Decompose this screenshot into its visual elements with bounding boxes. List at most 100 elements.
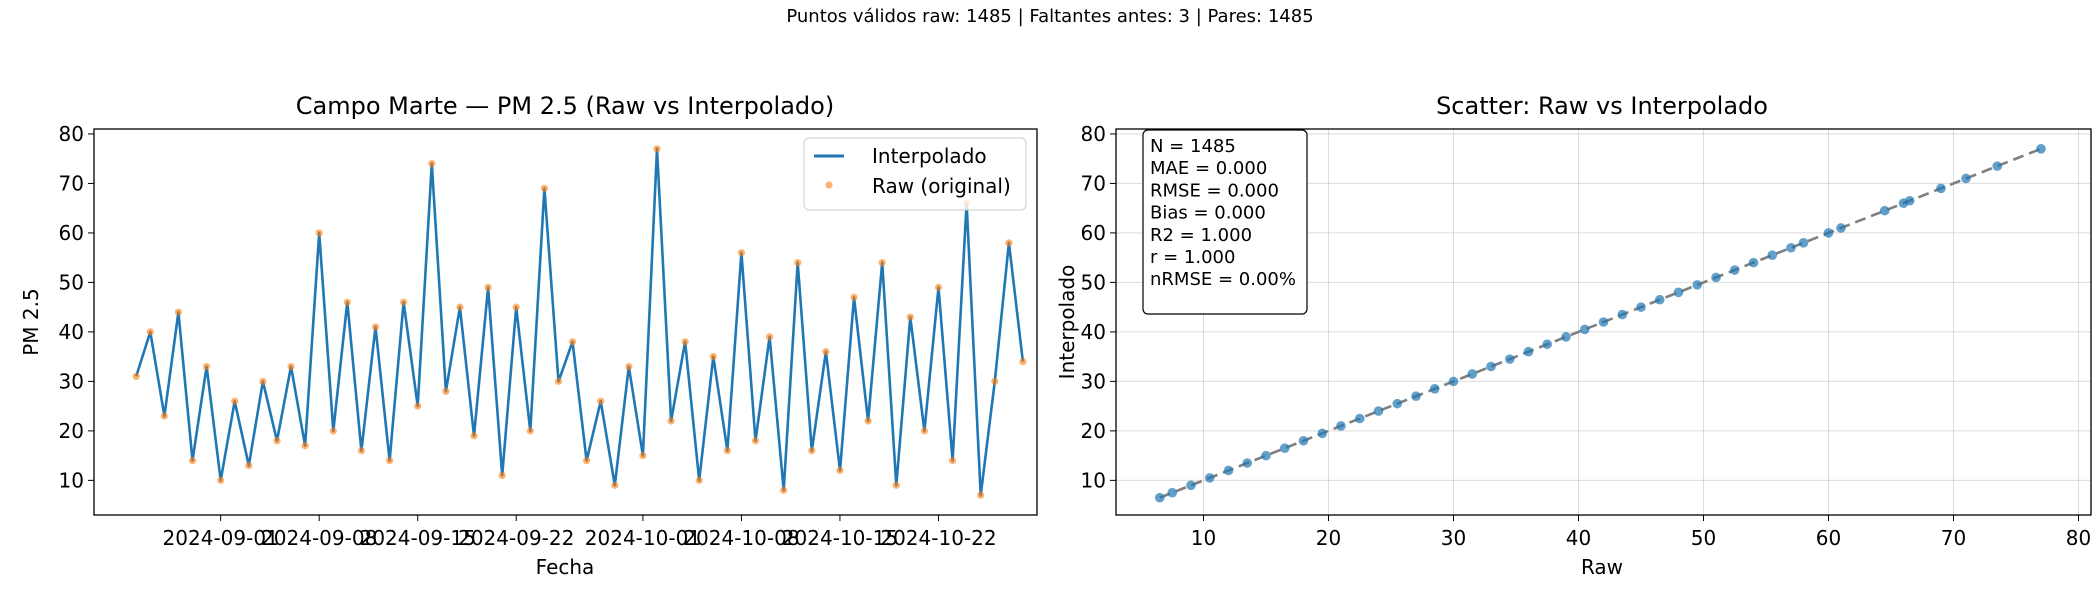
legend-raw-swatch [825, 181, 833, 189]
scatter-point [1523, 346, 1534, 357]
raw-point [568, 338, 577, 346]
stats-box-line: R2 = 1.000 [1150, 225, 1252, 246]
stats-box-line: nRMSE = 0.00% [1150, 269, 1296, 290]
scatter-point [1748, 257, 1759, 268]
timeseries-y-tick-label: 10 [59, 468, 84, 492]
timeseries-y-tick-label: 30 [59, 369, 84, 393]
raw-point [428, 160, 436, 168]
timeseries-x-tick-label: 2024-09-22 [458, 526, 574, 550]
scatter-x-tick-label: 80 [2066, 526, 2091, 550]
raw-point [315, 229, 323, 237]
scatter-point [1542, 339, 1553, 350]
raw-point [653, 145, 661, 153]
scatter-point [1448, 376, 1459, 387]
scatter-y-tick-label: 40 [1081, 320, 1106, 344]
scatter-y-tick-label: 80 [1081, 122, 1106, 146]
scatter-point [1692, 280, 1703, 290]
scatter-point [1167, 487, 1178, 498]
timeseries-y-label: PM 2.5 [19, 288, 43, 355]
scatter-point [2036, 143, 2046, 154]
timeseries-y-tick-label: 60 [59, 221, 84, 245]
raw-point [414, 402, 422, 410]
scatter-x-ticks: 10 20 30 40 50 60 70 80 [1191, 515, 2091, 550]
raw-point [597, 397, 605, 405]
scatter-point [1186, 480, 1196, 491]
scatter-point [1411, 391, 1421, 402]
raw-point [864, 417, 872, 425]
timeseries-y-tick-label: 50 [59, 270, 84, 294]
scatter-point [1823, 228, 1834, 238]
scatter-point [1636, 302, 1646, 312]
figure-suptitle: Puntos válidos raw: 1485 | Faltantes ant… [786, 6, 1313, 27]
raw-point [301, 442, 309, 450]
scatter-point [1154, 492, 1165, 503]
timeseries-x-label: Fecha [536, 555, 595, 579]
raw-point [934, 283, 943, 291]
raw-point [371, 323, 380, 331]
timeseries-raw-markers [132, 145, 1027, 499]
timeseries-x-tick-label: 2024-10-08 [683, 526, 799, 550]
scatter-point [1786, 242, 1796, 253]
timeseries-title: Campo Marte — PM 2.5 (Raw vs Interpolado… [296, 92, 834, 120]
scatter-x-tick-label: 10 [1191, 526, 1216, 550]
scatter-point [1936, 183, 1946, 194]
scatter-y-tick-label: 10 [1081, 468, 1106, 492]
scatter-point [1261, 450, 1271, 461]
scatter-point [1467, 369, 1478, 379]
raw-point [977, 491, 985, 499]
scatter-point [1961, 173, 1971, 184]
timeseries-axes-frame [93, 128, 1038, 516]
raw-point [611, 481, 619, 489]
scatter-point [1373, 406, 1384, 416]
raw-point [470, 432, 478, 440]
scatter-point [1673, 287, 1684, 298]
raw-point [808, 447, 816, 455]
timeseries-x-tick-label: 2024-10-01 [585, 526, 701, 550]
interpolado-line-path [134, 147, 1025, 497]
raw-point [245, 461, 253, 470]
raw-point [1005, 239, 1013, 247]
raw-point [639, 452, 647, 460]
scatter-point [1798, 238, 1809, 248]
raw-point [456, 303, 464, 311]
raw-point [385, 456, 394, 465]
timeseries-interpolado-line [134, 147, 1025, 497]
raw-point [822, 348, 830, 356]
timeseries-x-tick-label: 2024-09-08 [261, 526, 377, 550]
raw-point [329, 427, 337, 435]
raw-point [737, 249, 746, 257]
scatter-point [1836, 223, 1846, 233]
scatter-x-label: Raw [1581, 555, 1623, 579]
scatter-point [1242, 458, 1253, 468]
scatter-point [1654, 294, 1665, 305]
stats-box-frame [1142, 129, 1308, 315]
scatter-point [1336, 421, 1346, 431]
scatter-point [1279, 443, 1290, 453]
legend-frame [803, 137, 1027, 211]
raw-point [1019, 357, 1027, 366]
scatter-x-tick-label: 50 [1691, 526, 1716, 550]
scatter-point [1617, 309, 1628, 320]
raw-point [583, 456, 591, 465]
raw-point [878, 259, 886, 267]
timeseries-y-ticks: 10 20 30 40 50 60 70 80 [59, 122, 94, 492]
raw-point [850, 293, 858, 301]
scatter-point [1504, 354, 1515, 364]
raw-point [343, 298, 351, 306]
scatter-point [1579, 324, 1590, 335]
raw-point [231, 397, 239, 405]
timeseries-y-tick-label: 80 [59, 122, 84, 146]
stats-box-line: Bias = 0.000 [1150, 203, 1266, 224]
raw-point [442, 387, 450, 395]
raw-point [526, 427, 534, 435]
scatter-point [1317, 428, 1328, 439]
raw-point [400, 298, 408, 306]
raw-point [259, 377, 267, 385]
scatter-axes-frame [1115, 128, 2092, 516]
scatter-point [1711, 272, 1721, 283]
raw-point [667, 417, 675, 425]
stats-box-line: MAE = 0.000 [1150, 158, 1267, 179]
